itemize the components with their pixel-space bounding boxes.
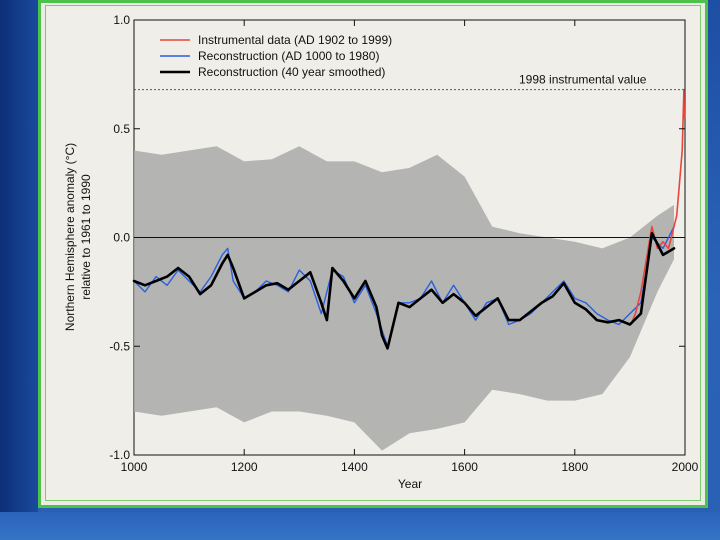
x-axis-label: Year: [398, 477, 422, 491]
y-axis-label-secondary: relative to 1961 to 1990: [79, 174, 93, 300]
annotation-text: 1998 instrumental value: [519, 73, 647, 87]
uncertainty-band: [134, 146, 674, 451]
y-tick-label: -1.0: [109, 448, 130, 462]
legend: Instrumental data (AD 1902 to 1999) Recon…: [160, 33, 392, 79]
legend-label: Reconstruction (40 year smoothed): [198, 65, 385, 79]
ticks-layer: 1000 1200 1400 1600 1800 2000 1.0 0.5 0.0 -0.5 -1.…: [109, 13, 698, 474]
y-tick-label: 0.5: [113, 122, 130, 136]
legend-item-reconstruction: Reconstruction (AD 1000 to 1980): [160, 49, 379, 63]
x-tick-label: 1000: [121, 460, 148, 474]
y-axis-label: Northern Hemisphere anomaly (°C): [63, 143, 77, 331]
legend-item-instrumental: Instrumental data (AD 1902 to 1999): [160, 33, 392, 47]
y-tick-label: 1.0: [113, 13, 130, 27]
y-tick-label: -0.5: [109, 339, 130, 353]
legend-item-smoothed: Reconstruction (40 year smoothed): [160, 65, 385, 79]
x-tick-label: 2000: [672, 460, 699, 474]
series-instrumental-line: [630, 88, 686, 326]
series-smoothed-line: [132, 231, 676, 350]
x-tick-label: 1200: [231, 460, 258, 474]
x-tick-label: 1600: [451, 460, 478, 474]
y-tick-label: 0.0: [113, 231, 130, 245]
uncertainty-band-layer: [134, 146, 674, 451]
series-layer: [132, 88, 686, 350]
legend-label: Instrumental data (AD 1902 to 1999): [198, 33, 392, 47]
x-tick-label: 1400: [341, 460, 368, 474]
legend-label: Reconstruction (AD 1000 to 1980): [198, 49, 379, 63]
x-tick-label: 1800: [561, 460, 588, 474]
slide-left-band: [0, 0, 38, 540]
slide-bottom-band: [0, 512, 720, 540]
